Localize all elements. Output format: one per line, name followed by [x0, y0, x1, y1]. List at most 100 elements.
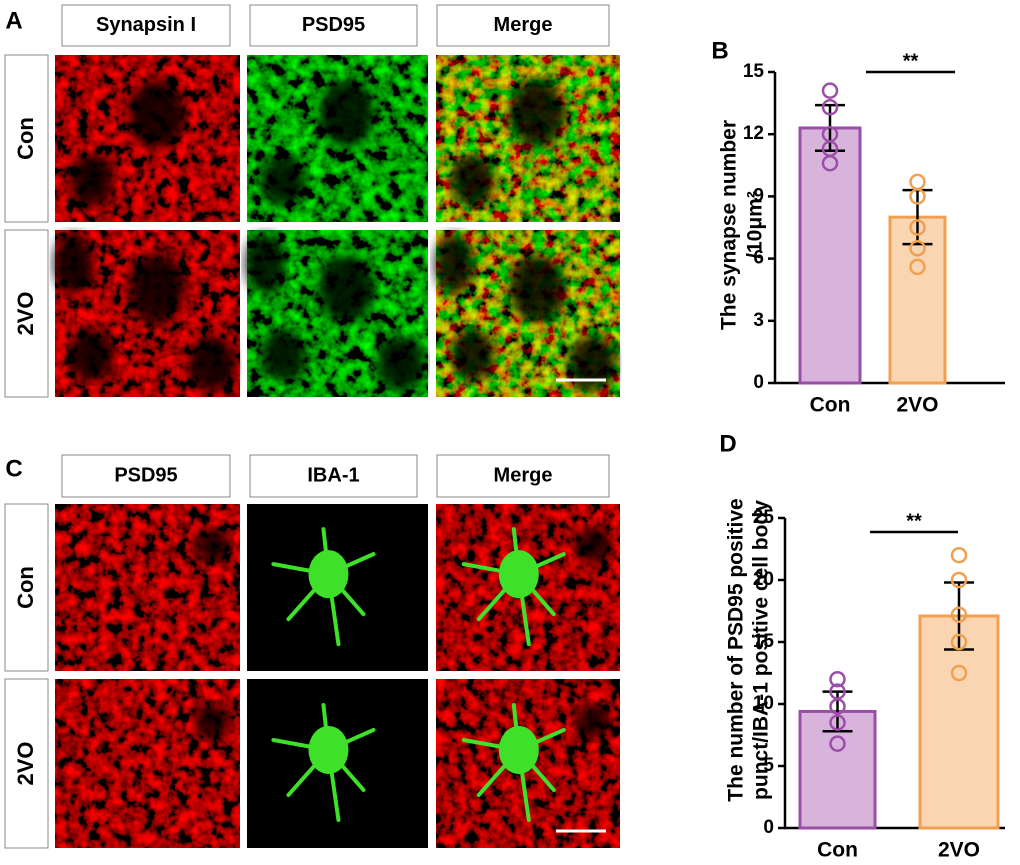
- y-tick-label: 25: [753, 507, 775, 528]
- row-label-box: [4, 229, 49, 398]
- x-tick-label: 2VO: [938, 839, 980, 862]
- microglia-process: [516, 572, 531, 647]
- microglia-process: [326, 552, 376, 577]
- significance-label: **: [903, 50, 919, 72]
- panel-label: A: [5, 7, 22, 34]
- y-tick-label: 15: [753, 631, 775, 652]
- data-point: [829, 714, 846, 731]
- microglia-process: [326, 747, 341, 822]
- column-header: Merge: [494, 14, 553, 36]
- data-point: [821, 154, 839, 172]
- y-tick-label: 0: [763, 817, 774, 838]
- nucleus: [568, 335, 617, 392]
- y-tick-label: 6: [753, 248, 764, 269]
- nucleus: [376, 335, 425, 392]
- y-tick-label: 20: [753, 569, 774, 590]
- data-point: [829, 735, 846, 752]
- significance-label: **: [906, 510, 922, 532]
- column-header-box: [61, 4, 231, 47]
- y-axis-label: The synapse number: [718, 120, 741, 330]
- data-point: [950, 546, 968, 564]
- nucleus: [245, 233, 286, 294]
- bar: [918, 614, 1000, 830]
- microglia-process: [516, 747, 556, 792]
- microglia-process: [326, 572, 341, 647]
- dark-spot: [194, 703, 231, 740]
- microglia-process: [511, 527, 521, 577]
- panel-label: D: [719, 430, 736, 457]
- data-point: [950, 606, 968, 623]
- microglia-process: [461, 737, 521, 752]
- y-tick-label: 10: [753, 693, 774, 714]
- microglia-process: [286, 572, 331, 622]
- microglia-process: [271, 737, 331, 752]
- microglia-process: [326, 727, 376, 752]
- row-label: Con: [13, 566, 38, 609]
- data-point: [829, 670, 846, 688]
- dark-spot: [574, 527, 611, 564]
- column-header: PSD95: [302, 14, 365, 36]
- data-point: [909, 188, 926, 205]
- microglia-process: [511, 702, 521, 752]
- nucleus: [318, 254, 375, 323]
- column-header-box: [61, 454, 231, 498]
- column-header-box: [436, 454, 610, 498]
- column-header: Merge: [494, 464, 553, 486]
- column-header-box: [249, 454, 418, 498]
- panel-label: B: [711, 37, 728, 64]
- microglia-process: [286, 747, 331, 797]
- y-axis-label: /10μm²: [744, 191, 767, 259]
- nucleus: [509, 254, 566, 323]
- y-tick-label: 12: [743, 123, 764, 144]
- microglia-process: [326, 572, 366, 617]
- data-point: [829, 698, 846, 715]
- bar: [798, 126, 862, 385]
- column-header: Synapsin I: [96, 14, 196, 36]
- data-point: [909, 219, 926, 236]
- row-label-box: [4, 503, 49, 672]
- column-header: PSD95: [114, 464, 177, 486]
- microglia-process: [516, 747, 531, 822]
- y-tick-label: 15: [743, 61, 765, 82]
- x-tick-label: Con: [810, 394, 851, 417]
- microglia-process: [516, 727, 566, 752]
- row-label: Con: [13, 117, 38, 160]
- nucleus: [70, 154, 114, 207]
- nucleus: [188, 335, 237, 392]
- data-point: [950, 571, 968, 589]
- panel-label: C: [5, 455, 22, 482]
- microglia-process: [321, 527, 331, 577]
- microglia-process: [461, 562, 521, 577]
- row-label: 2VO: [13, 741, 38, 785]
- nucleus: [434, 233, 475, 294]
- data-point: [821, 82, 839, 99]
- data-point: [909, 239, 926, 257]
- microglia-process: [516, 572, 556, 617]
- microglia-process: [476, 572, 521, 622]
- data-point: [950, 633, 968, 651]
- column-header-box: [249, 4, 418, 47]
- y-axis-label: punct/IBA-1 positive cell body: [750, 500, 773, 800]
- row-label-box: [4, 54, 49, 223]
- nucleus: [128, 79, 185, 148]
- column-header: IBA-1: [307, 464, 359, 486]
- microglia-process: [516, 552, 566, 577]
- microglia-process: [271, 562, 331, 577]
- nucleus: [261, 329, 306, 382]
- y-tick-label: 5: [763, 755, 774, 776]
- column-header-box: [436, 4, 610, 47]
- microglia-process: [321, 702, 331, 752]
- data-point: [821, 98, 839, 116]
- dark-spot: [194, 527, 231, 564]
- y-tick-label: 0: [753, 372, 764, 393]
- microglia-process: [326, 747, 366, 792]
- nucleus: [509, 79, 566, 148]
- data-point: [950, 664, 968, 682]
- bar: [888, 215, 947, 385]
- x-tick-label: Con: [817, 839, 858, 862]
- microglia-process: [476, 747, 521, 797]
- nucleus: [318, 79, 375, 148]
- nucleus: [261, 154, 306, 207]
- nucleus: [450, 329, 495, 382]
